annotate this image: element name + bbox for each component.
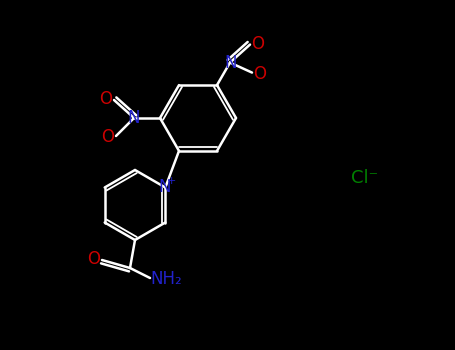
Text: +: + [167, 175, 176, 186]
Text: O: O [252, 35, 264, 52]
Text: O: O [253, 64, 267, 83]
Text: Cl⁻: Cl⁻ [351, 169, 379, 187]
Text: N: N [128, 109, 140, 127]
Text: O: O [101, 128, 115, 146]
Text: O: O [87, 250, 101, 268]
Text: N: N [225, 54, 237, 71]
Text: NH₂: NH₂ [150, 270, 182, 288]
Text: O: O [100, 90, 112, 108]
Text: N: N [158, 178, 171, 196]
